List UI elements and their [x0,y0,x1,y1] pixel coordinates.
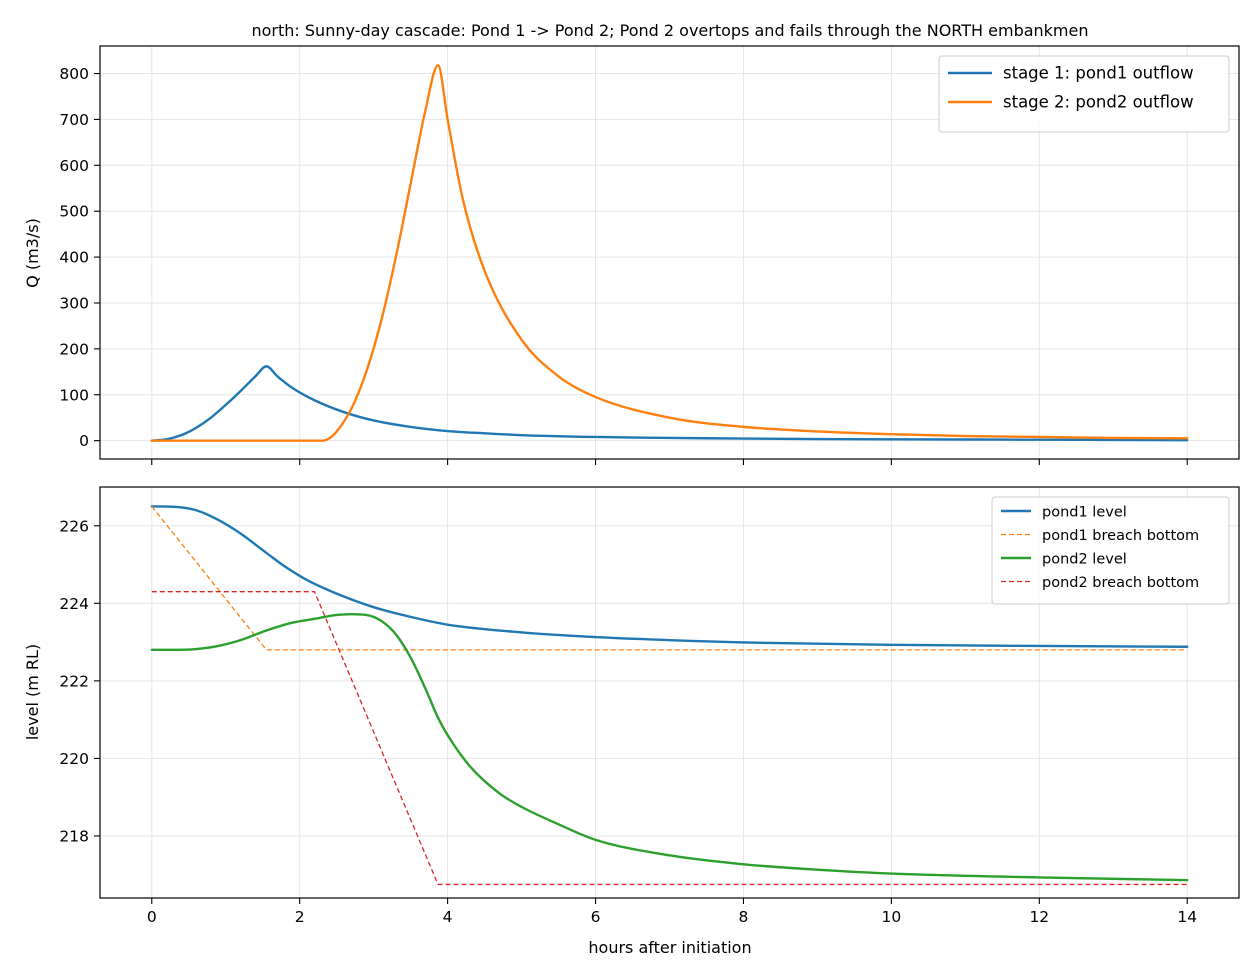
x-tick-label: 0 [147,908,157,926]
x-tick-label: 8 [739,908,749,926]
y-tick-label: 300 [59,294,89,312]
y-tick-label: 224 [59,595,89,613]
top-y-axis-label: Q (m3/s) [23,218,42,288]
bottom-y-axis-label: level (m RL) [23,644,42,740]
y-tick-label: 218 [59,827,89,845]
legend-label-pond1-level: pond1 level [1042,505,1127,521]
y-tick-label: 200 [59,340,89,358]
y-tick-label: 700 [59,111,89,129]
x-tick-label: 12 [1029,908,1049,926]
legend-box [938,55,1230,133]
bottom-series [150,505,1189,886]
x-tick-label: 2 [295,908,305,926]
top-panel: north: Sunny-day cascade: Pond 1 -> Pond… [23,21,1240,465]
top-ticks: 0 100 200 300 400 500 600 700 800 [59,65,1188,465]
y-tick-label: 400 [59,249,89,267]
y-tick-label: 226 [59,517,89,535]
x-tick-label: 14 [1177,908,1197,926]
legend-label-stage-2-pond2-outflow: stage 2: pond2 outflow [1003,93,1194,112]
legend-label-pond2-breach-bottom: pond2 breach bottom [1042,575,1199,591]
top-series [150,64,1189,442]
y-tick-label: 800 [59,65,89,83]
x-axis-label: hours after initiation [588,938,751,957]
series-line-stage-2-pond2-outflow [150,64,1189,442]
top-legend: stage 1: pond1 outflow stage 2: pond2 out… [938,55,1230,133]
y-tick-label: 100 [59,386,89,404]
x-tick-label: 4 [443,908,453,926]
legend-label-stage-1-pond1-outflow: stage 1: pond1 outflow [1003,64,1194,83]
series-line-stage-1-pond1-outflow [150,365,1189,442]
legend-label-pond2-level: pond2 level [1042,552,1127,568]
series-line-pond2-breach-bottom [151,591,1188,886]
x-tick-label: 6 [591,908,601,926]
y-tick-label: 500 [59,203,89,221]
top-axes-frame [99,45,1240,460]
y-tick-label: 220 [59,750,89,768]
y-tick-label: 600 [59,157,89,175]
bottom-axes-frame [99,486,1240,899]
y-tick-label: 222 [59,672,89,690]
bottom-ticks: 0 2 4 6 8 10 12 14 218 220 222 224 226 [59,517,1197,926]
bottom-legend: pond1 level pond1 breach bottom pond2 leve… [991,496,1230,605]
chart-title: north: Sunny-day cascade: Pond 1 -> Pond… [252,21,1089,40]
legend-box [991,496,1230,605]
y-tick-label: 0 [79,432,89,450]
series-line-pond2-level [150,612,1189,882]
series-line-pond1-level [150,505,1189,648]
x-tick-label: 10 [882,908,902,926]
legend-label-pond1-breach-bottom: pond1 breach bottom [1042,528,1199,544]
